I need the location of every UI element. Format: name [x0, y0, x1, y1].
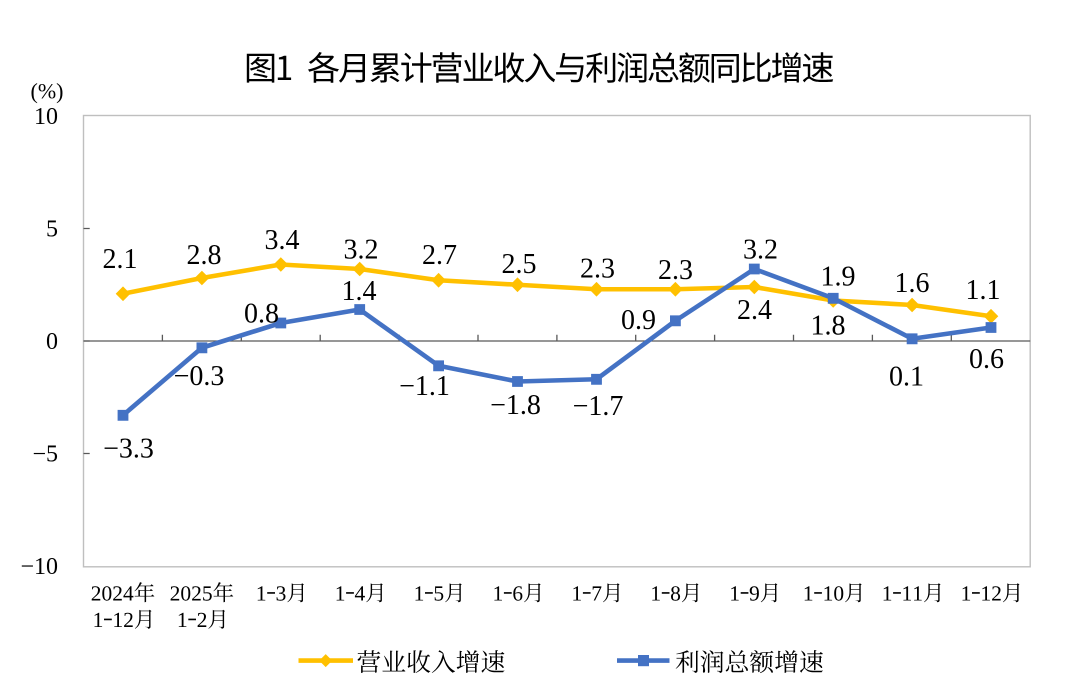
svg-text:−1.8: −1.8 [490, 390, 541, 421]
svg-text:1.6: 1.6 [895, 268, 930, 299]
svg-text:2.1: 2.1 [103, 244, 138, 275]
svg-text:−3.3: −3.3 [103, 434, 154, 465]
svg-text:2.3: 2.3 [658, 255, 693, 286]
svg-text:3.4: 3.4 [265, 225, 300, 256]
svg-text:−0.3: −0.3 [174, 361, 225, 392]
svg-text:3.2: 3.2 [344, 235, 379, 266]
svg-text:(%): (%) [31, 79, 64, 104]
svg-text:0.8: 0.8 [244, 299, 279, 330]
svg-text:2.7: 2.7 [422, 240, 457, 271]
svg-text:2.4: 2.4 [737, 295, 772, 326]
svg-text:3.2: 3.2 [743, 235, 778, 266]
svg-text:1.9: 1.9 [821, 262, 856, 293]
svg-text:1.4: 1.4 [342, 276, 377, 307]
svg-text:−1.1: −1.1 [399, 371, 450, 402]
svg-text:−1.7: −1.7 [573, 391, 624, 422]
svg-text:10: 10 [34, 104, 58, 130]
svg-text:0.9: 0.9 [621, 305, 656, 336]
svg-text:2.3: 2.3 [580, 254, 615, 285]
svg-text:2.5: 2.5 [502, 249, 537, 280]
svg-text:−5: −5 [32, 442, 58, 468]
svg-text:0.1: 0.1 [889, 362, 924, 393]
svg-text:0.6: 0.6 [969, 344, 1004, 375]
svg-text:2.8: 2.8 [187, 240, 222, 271]
svg-text:5: 5 [46, 217, 58, 243]
svg-text:1.8: 1.8 [811, 311, 846, 342]
svg-text:0: 0 [46, 329, 58, 355]
svg-text:−10: −10 [20, 554, 58, 580]
svg-text:1.1: 1.1 [966, 275, 1001, 306]
